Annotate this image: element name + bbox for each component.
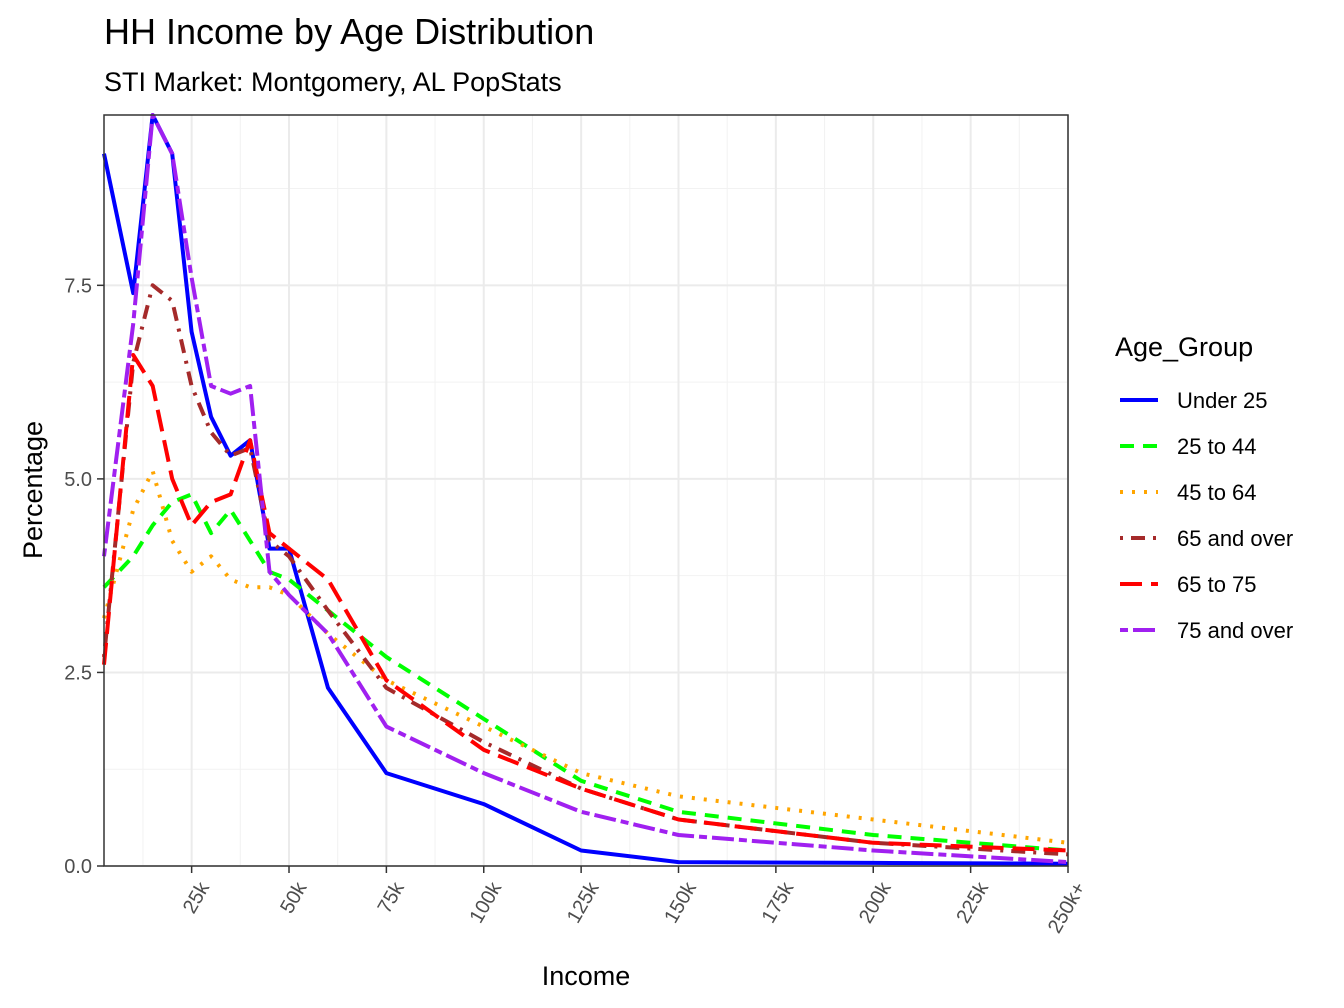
y-axis-title: Percentage (18, 421, 48, 559)
x-tick-label: 250k+ (1044, 879, 1091, 938)
legend-title: Age_Group (1115, 332, 1253, 362)
series-line-45-to-64 (102, 469, 1069, 845)
series-line-65-and-over (102, 283, 1069, 857)
y-tick-label: 0.0 (64, 856, 92, 878)
x-tick-label: 50k (276, 878, 312, 918)
x-tick-label: 125k (563, 878, 604, 927)
y-axis-ticks: 0.0 2.5 5.0 7.5 (64, 275, 104, 878)
legend-label: 65 and over (1177, 526, 1293, 551)
plot-background (104, 115, 1068, 866)
x-axis-ticks: 25k 50k 75k 100k 125k 150k 175k 200k 225k 250k+ (179, 866, 1091, 938)
grid-minor (104, 115, 1068, 866)
plot-border (103, 114, 1069, 867)
legend-label: 25 to 44 (1177, 434, 1257, 459)
x-tick-label: 25k (179, 878, 215, 918)
series-lines (102, 113, 1069, 866)
legend-label: 75 and over (1177, 618, 1293, 643)
chart-title: HH Income by Age Distribution (104, 11, 594, 52)
x-axis-title: Income (542, 961, 631, 991)
series-line-75-and-over (102, 113, 1069, 865)
x-tick-label: 75k (374, 878, 410, 918)
legend-label: Under 25 (1177, 388, 1268, 413)
legend: Under 25 25 to 44 45 to 64 65 and over 65 to… (1120, 388, 1293, 643)
x-tick-label: 150k (660, 878, 701, 927)
series-line-65-to-75 (102, 353, 1069, 853)
legend-label: 65 to 75 (1177, 572, 1257, 597)
x-tick-label: 175k (758, 878, 799, 927)
legend-label: 45 to 64 (1177, 480, 1257, 505)
x-tick-label: 225k (952, 878, 993, 927)
x-tick-label: 200k (855, 878, 896, 927)
y-tick-label: 2.5 (64, 662, 92, 684)
y-tick-label: 7.5 (64, 275, 92, 297)
y-tick-label: 5.0 (64, 469, 92, 491)
chart-subtitle: STI Market: Montgomery, AL PopStats (104, 67, 562, 97)
x-tick-label: 100k (465, 878, 506, 927)
